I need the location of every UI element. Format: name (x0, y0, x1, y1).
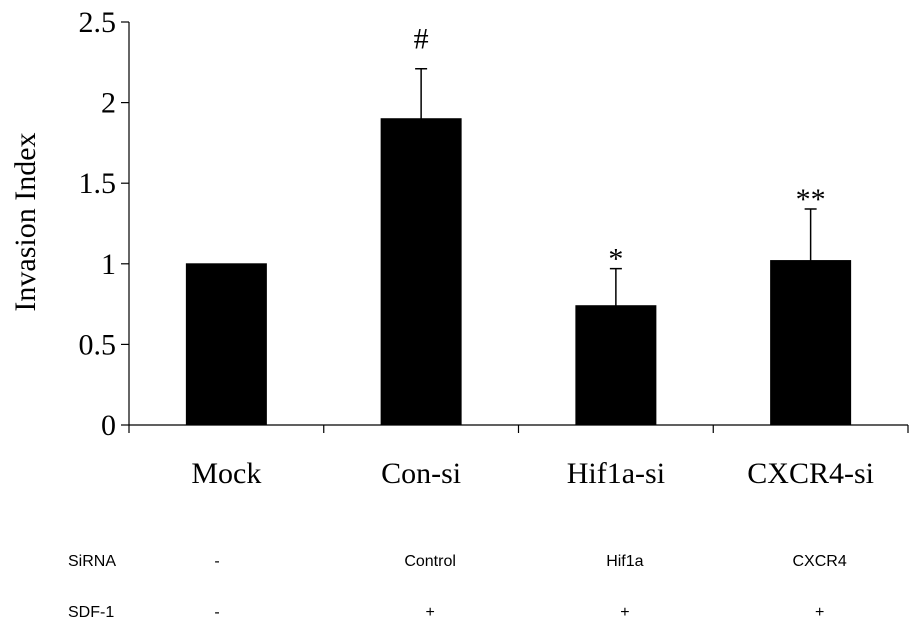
bar (380, 118, 462, 426)
x-tick-label: Con-si (381, 457, 461, 490)
significance-marker: * (608, 243, 623, 276)
bar (185, 263, 267, 426)
bars (185, 118, 852, 426)
y-tick-label: 0.5 (79, 328, 117, 361)
table-cell: Hif1a (606, 553, 643, 570)
x-tick-label: CXCR4-si (747, 457, 874, 490)
table-cell: + (425, 604, 434, 621)
y-tick-label: 0 (101, 409, 116, 442)
bar (770, 260, 852, 426)
conditions-table: SiRNA - Control Hif1a CXCR4 SDF-1 - + + + (68, 553, 847, 621)
x-axis-tick-labels: Mock Con-si Hif1a-si CXCR4-si (191, 457, 874, 490)
table-cell: - (214, 604, 219, 621)
significance-marker: ** (796, 183, 826, 216)
table-cell: CXCR4 (793, 553, 847, 570)
axes (128, 22, 909, 433)
y-tick-label: 2 (101, 87, 116, 120)
y-tick-label: 1.5 (79, 167, 117, 200)
table-row-label: SDF-1 (68, 604, 114, 621)
table-row-label: SiRNA (68, 553, 116, 570)
significance-marker: # (414, 23, 429, 56)
table-cell: + (815, 604, 824, 621)
x-tick-label: Hif1a-si (567, 457, 665, 490)
error-bars (415, 67, 817, 306)
y-tick-label: 2.5 (79, 6, 117, 39)
table-cell: + (620, 604, 629, 621)
y-axis-ticks: 0 0.5 1 1.5 2 2.5 (79, 6, 129, 442)
y-axis-label: Invasion Index (9, 132, 42, 311)
y-tick-label: 1 (101, 248, 116, 281)
table-cell: - (214, 553, 219, 570)
bar (575, 305, 657, 426)
x-tick-label: Mock (191, 457, 261, 490)
table-cell: Control (404, 553, 456, 570)
significance-annotations: #*** (414, 23, 826, 276)
